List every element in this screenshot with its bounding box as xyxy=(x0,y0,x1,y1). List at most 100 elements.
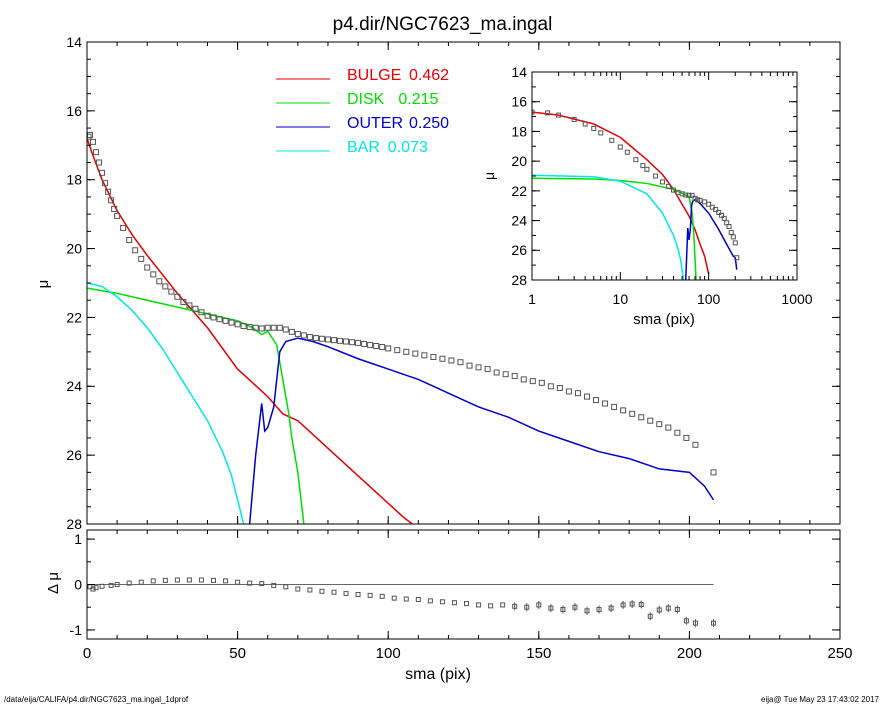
main-data-point xyxy=(93,149,100,156)
main-data-point xyxy=(168,288,175,295)
main-data-point xyxy=(156,278,163,285)
main-data-point xyxy=(210,314,217,321)
main-data-point xyxy=(99,169,106,176)
inset-line-bar xyxy=(532,174,685,280)
inset-ylabel: μ xyxy=(481,172,497,180)
main-data-point xyxy=(337,337,344,344)
inset-data-point xyxy=(545,110,551,116)
resid-xtick-label: 150 xyxy=(526,645,551,662)
inset-data-point xyxy=(671,187,677,193)
resid-data-point xyxy=(536,602,542,608)
inset-data-point xyxy=(659,179,665,185)
main-data-point xyxy=(252,324,259,331)
resid-data-point xyxy=(464,601,470,607)
main-data-point xyxy=(656,421,663,428)
resid-data-point xyxy=(90,586,96,592)
main-data-point xyxy=(385,345,392,352)
resid-data-point xyxy=(198,577,204,583)
inset-data-point xyxy=(683,192,689,198)
main-data-point xyxy=(108,197,115,204)
main-data-point xyxy=(593,397,600,404)
main-data-point xyxy=(198,309,205,316)
resid-data-point xyxy=(656,607,662,613)
inset-data-point xyxy=(644,166,650,172)
inset-data-point xyxy=(719,212,725,218)
legend-label-bar: BAR xyxy=(347,139,380,156)
inset-data-point xyxy=(582,121,588,127)
main-data-point xyxy=(216,316,223,323)
resid-data-point xyxy=(500,602,506,608)
main-data-point xyxy=(282,326,289,333)
main-data-point xyxy=(343,338,350,345)
inset-data-point xyxy=(633,157,639,163)
main-ytick-label: 16 xyxy=(66,103,82,119)
main-data-point xyxy=(373,343,380,349)
main-data-point xyxy=(270,324,277,331)
resid-data-point xyxy=(608,605,614,611)
main-ytick-label: 26 xyxy=(66,447,82,463)
main-data-point xyxy=(138,255,145,262)
resid-data-point xyxy=(560,606,566,612)
resid-data-point xyxy=(283,584,289,590)
main-data-point xyxy=(565,388,572,395)
main-data-point xyxy=(412,350,419,357)
main-data-point xyxy=(361,340,368,347)
inset-data-point xyxy=(609,137,615,143)
resid-data-point xyxy=(427,598,433,604)
footer-timestamp: eija@ Tue May 23 17:43:02 2017 xyxy=(761,695,879,704)
resid-data-point xyxy=(223,578,229,584)
main-data-point xyxy=(87,133,92,140)
main-data-point xyxy=(665,424,672,431)
resid-data-point xyxy=(711,620,716,626)
main-data-point xyxy=(150,271,157,278)
main-data-point xyxy=(192,305,199,312)
main-data-point xyxy=(87,131,94,138)
main-data-point xyxy=(105,188,112,195)
resid-data-point xyxy=(572,604,578,610)
resid-ylabel: Δ μ xyxy=(45,572,62,594)
main-data-point xyxy=(312,335,319,342)
resid-xlabel: sma (pix) xyxy=(405,666,471,683)
inset-data-point xyxy=(706,201,712,207)
main-data-point xyxy=(126,236,133,243)
main-series-group xyxy=(87,131,717,524)
main-data-point xyxy=(102,180,109,187)
inset-data-point xyxy=(716,209,722,215)
inset-ytick-label: 22 xyxy=(511,183,527,199)
main-data-point xyxy=(162,283,169,290)
resid-frame xyxy=(86,529,841,640)
main-data-point xyxy=(638,414,645,421)
main-data-point xyxy=(222,317,229,324)
inset-data-point xyxy=(652,173,658,179)
resid-data-point xyxy=(307,587,313,593)
main-data-point xyxy=(174,293,181,300)
main-data-point xyxy=(379,344,386,351)
resid-data-point xyxy=(162,577,168,583)
main-ytick-label: 28 xyxy=(66,516,82,532)
main-data-point xyxy=(457,359,464,366)
main-data-point xyxy=(186,302,193,309)
inset-ytick-label: 16 xyxy=(511,94,527,110)
main-data-point xyxy=(511,372,518,379)
main-data-point xyxy=(228,319,235,326)
inset-ytick-label: 20 xyxy=(511,153,527,169)
resid-data-point xyxy=(665,605,671,611)
legend-value-bulge: 0.462 xyxy=(409,67,449,84)
resid-xtick-label: 250 xyxy=(827,645,852,662)
main-data-point xyxy=(288,328,295,335)
inset-ytick-label: 28 xyxy=(511,272,527,288)
legend-label-bulge: BULGE xyxy=(347,67,401,84)
main-data-point xyxy=(692,441,699,448)
resid-data-point xyxy=(647,613,653,619)
resid-data-point xyxy=(674,606,680,612)
main-data-point xyxy=(683,434,690,441)
main-data-point xyxy=(556,385,563,392)
main-line-disk xyxy=(87,287,305,524)
main-data-point xyxy=(349,339,356,346)
resid-data-point xyxy=(247,580,253,586)
resid-data-point xyxy=(367,592,373,598)
inset-data-point xyxy=(598,130,604,136)
resid-data-point xyxy=(548,605,554,611)
